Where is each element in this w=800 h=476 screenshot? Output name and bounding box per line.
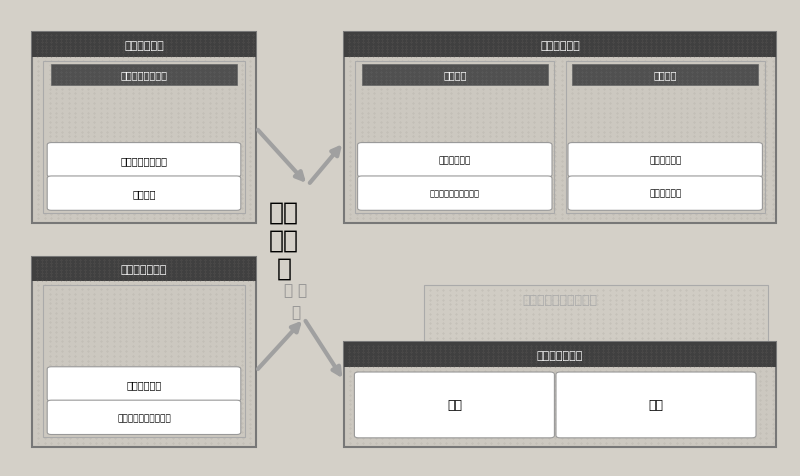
FancyBboxPatch shape bbox=[47, 367, 241, 401]
Text: 根据弧数检查自动识别: 根据弧数检查自动识别 bbox=[430, 189, 480, 198]
FancyBboxPatch shape bbox=[358, 143, 552, 178]
Text: 中压补偿装置器分合闸: 中压补偿装置器分合闸 bbox=[117, 413, 171, 422]
Bar bbox=[572, 65, 758, 86]
Text: 人 人: 人 人 bbox=[285, 283, 307, 298]
Text: 手动压放电极: 手动压放电极 bbox=[649, 156, 682, 165]
Bar bbox=[51, 65, 237, 86]
FancyBboxPatch shape bbox=[354, 372, 554, 438]
Text: 人: 人 bbox=[291, 304, 301, 319]
Bar bbox=[344, 343, 776, 367]
Text: 自动: 自动 bbox=[649, 398, 663, 412]
Text: 电极控制系统: 电极控制系统 bbox=[540, 41, 580, 50]
Text: 手动: 手动 bbox=[447, 398, 462, 412]
Text: 自动压放电极: 自动压放电极 bbox=[438, 156, 471, 165]
Text: 液压动力控制系统: 液压动力控制系统 bbox=[121, 70, 167, 80]
Bar bbox=[344, 343, 776, 447]
Bar bbox=[424, 286, 768, 343]
FancyBboxPatch shape bbox=[358, 177, 552, 211]
Text: 手动控制: 手动控制 bbox=[654, 70, 677, 80]
Text: 电炉动力控制: 电炉动力控制 bbox=[124, 41, 164, 50]
Bar bbox=[566, 62, 765, 213]
Text: 测矿位控制系统: 测矿位控制系统 bbox=[537, 350, 583, 360]
FancyBboxPatch shape bbox=[556, 372, 756, 438]
Bar bbox=[32, 257, 256, 447]
Text: 分合闸控制系统: 分合闸控制系统 bbox=[121, 265, 167, 274]
Text: 液压动力自动控制: 液压动力自动控制 bbox=[121, 156, 167, 165]
Text: 手动紧急停车: 手动紧急停车 bbox=[649, 189, 682, 198]
Text: 自动控制: 自动控制 bbox=[443, 70, 466, 80]
Text: 信息
数据
库: 信息 数据 库 bbox=[269, 201, 299, 280]
Text: 高类聚低耦合同增组构: 高类聚低耦合同增组构 bbox=[522, 293, 598, 307]
Text: 手动控制: 手动控制 bbox=[132, 189, 156, 198]
FancyBboxPatch shape bbox=[47, 143, 241, 178]
Text: 真压器分合闸: 真压器分合闸 bbox=[126, 379, 162, 389]
Bar bbox=[43, 286, 245, 437]
Bar bbox=[43, 62, 245, 213]
FancyBboxPatch shape bbox=[568, 177, 762, 211]
Bar bbox=[355, 62, 554, 213]
FancyBboxPatch shape bbox=[47, 177, 241, 211]
FancyBboxPatch shape bbox=[47, 400, 241, 435]
Bar bbox=[344, 33, 776, 224]
Bar bbox=[344, 33, 776, 58]
FancyBboxPatch shape bbox=[568, 143, 762, 178]
Bar bbox=[362, 65, 548, 86]
Bar bbox=[32, 33, 256, 224]
Bar bbox=[32, 33, 256, 58]
Bar bbox=[32, 257, 256, 282]
